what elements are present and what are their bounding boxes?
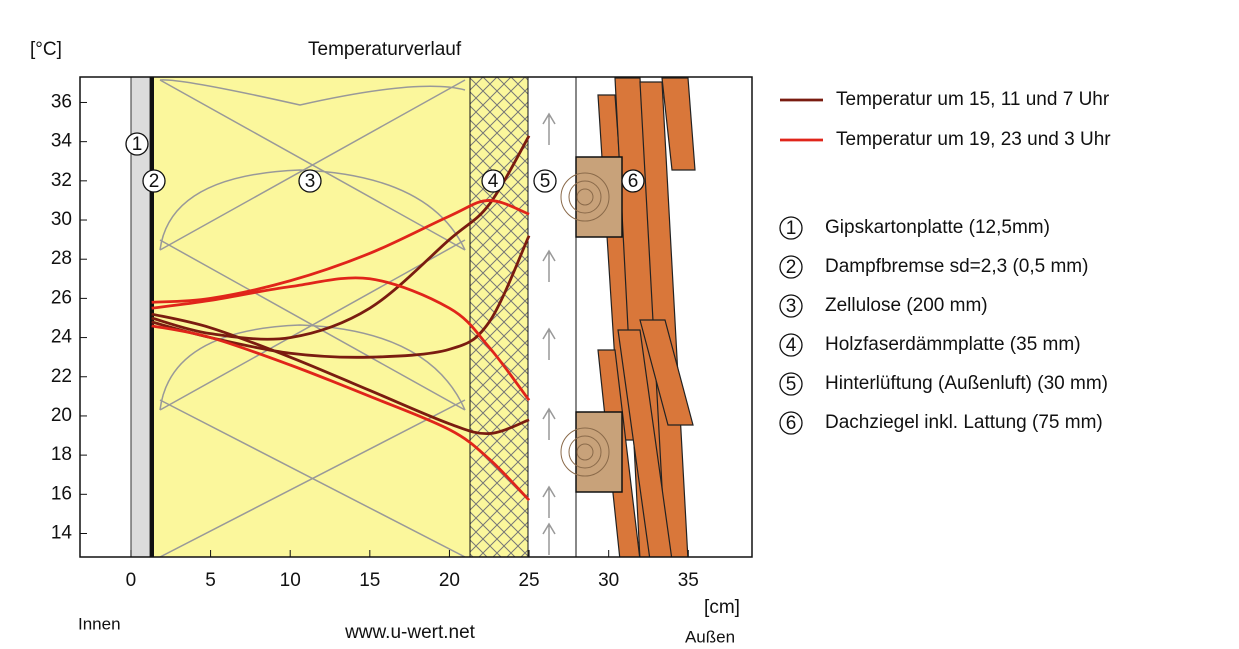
y-tick-label: 16	[51, 483, 72, 504]
layer-number: 5	[786, 374, 797, 395]
legend-label: Temperatur um 19, 23 und 3 Uhr	[836, 129, 1111, 150]
layer-legend-label: Zellulose (200 mm)	[825, 295, 988, 316]
y-tick-label: 30	[51, 209, 72, 230]
x-unit: [cm]	[704, 597, 740, 618]
layer-legend-label: Dachziegel inkl. Lattung (75 mm)	[825, 412, 1103, 433]
layer-number: 3	[786, 296, 797, 317]
y-tick-label: 22	[51, 366, 72, 387]
y-tick-label: 24	[51, 327, 73, 348]
layer-number: 4	[488, 171, 499, 192]
y-tick-label: 28	[51, 248, 72, 269]
layer-number: 3	[305, 171, 316, 192]
layer-number: 1	[132, 134, 143, 155]
chart-title: Temperaturverlauf	[308, 39, 462, 60]
layer-number: 2	[786, 257, 797, 278]
layer-legend-label: Hinterlüftung (Außenluft) (30 mm)	[825, 373, 1108, 394]
layer-number: 5	[540, 171, 551, 192]
layer-number: 4	[786, 335, 797, 356]
x-tick-label: 25	[518, 570, 539, 591]
inside-label: Innen	[78, 614, 121, 633]
layer-number: 1	[786, 218, 797, 239]
outside-label: Außen	[685, 627, 735, 646]
source: www.u-wert.net	[344, 622, 476, 643]
layer-legend-label: Holzfaserdämmplatte (35 mm)	[825, 334, 1081, 355]
y-tick-label: 26	[51, 287, 72, 308]
y-tick-label: 32	[51, 170, 72, 191]
x-tick-label: 5	[205, 570, 216, 591]
x-tick-label: 0	[126, 570, 137, 591]
layer-legend-label: Gipskartonplatte (12,5mm)	[825, 217, 1050, 238]
y-tick-label: 36	[51, 91, 72, 112]
chart: Temperaturverlauf [°C] [cm] Innen Außen …	[0, 0, 1239, 649]
legend-label: Temperatur um 15, 11 und 7 Uhr	[836, 89, 1110, 110]
y-unit: [°C]	[30, 39, 62, 60]
layer-number: 6	[786, 413, 797, 434]
y-tick-label: 20	[51, 405, 72, 426]
x-tick-label: 30	[598, 570, 619, 591]
x-tick-label: 20	[439, 570, 460, 591]
layer-number: 2	[149, 171, 160, 192]
x-tick-label: 35	[678, 570, 699, 591]
layer-number: 6	[628, 171, 639, 192]
x-tick-label: 15	[359, 570, 380, 591]
wall-illustration	[131, 77, 695, 560]
layer-legend-label: Dampfbremse sd=2,3 (0,5 mm)	[825, 256, 1088, 277]
x-tick-label: 10	[280, 570, 301, 591]
y-tick-label: 18	[51, 444, 72, 465]
y-tick-label: 34	[51, 131, 73, 152]
y-tick-label: 14	[51, 523, 73, 544]
